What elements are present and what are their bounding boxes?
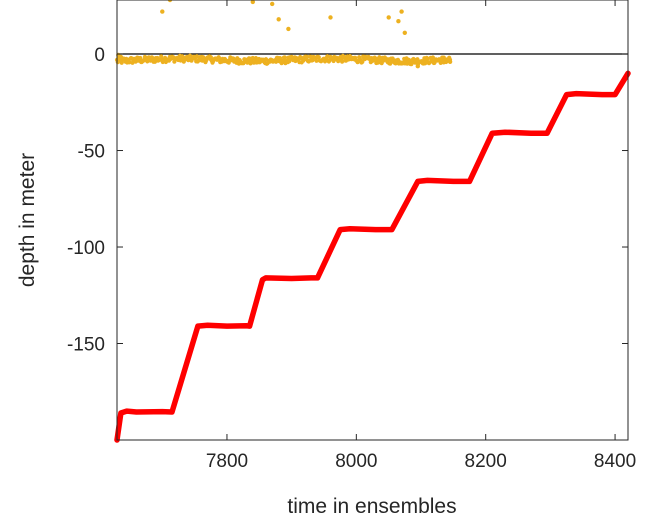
data-point <box>415 63 420 69</box>
series-dots-1 <box>114 0 461 69</box>
y-tick-label: -50 <box>78 142 105 163</box>
data-point <box>399 9 404 14</box>
data-point <box>125 58 130 63</box>
data-point <box>276 17 281 22</box>
data-point <box>277 56 283 61</box>
data-point <box>282 55 287 60</box>
x-axis-label: time in ensembles <box>287 495 456 518</box>
axes-box <box>116 0 629 441</box>
data-point <box>270 1 275 7</box>
x-tick-label: 8000 <box>335 451 377 472</box>
data-point <box>409 61 414 67</box>
data-point <box>167 0 173 3</box>
data-point <box>138 55 143 61</box>
x-tick-label: 8400 <box>594 451 636 472</box>
data-point <box>119 60 124 65</box>
data-point <box>286 26 291 32</box>
plot-area <box>114 0 631 443</box>
data-point <box>118 54 124 60</box>
data-point <box>431 60 437 66</box>
data-point <box>305 54 310 59</box>
data-point <box>360 59 365 64</box>
axes: 7800 8000 8200 8400 0 -50 -100 -150 <box>67 0 636 472</box>
y-tick-label: -150 <box>67 335 105 356</box>
data-point <box>250 0 255 5</box>
x-tick-label: 8200 <box>465 451 507 472</box>
data-point <box>121 56 127 62</box>
data-point <box>402 30 407 35</box>
data-point <box>447 59 453 64</box>
series-line-0 <box>114 70 631 443</box>
data-point <box>386 15 391 20</box>
data-point <box>208 55 213 60</box>
y-axis-label: depth in meter <box>16 153 39 287</box>
data-point <box>328 15 333 20</box>
plot-background <box>117 0 628 440</box>
y-tick-label: 0 <box>94 45 105 66</box>
data-point <box>422 58 427 63</box>
data-point <box>396 19 401 24</box>
data-point <box>430 55 435 60</box>
data-point <box>194 54 199 59</box>
x-tick-label: 7800 <box>206 451 248 472</box>
data-point <box>159 54 164 59</box>
data-point <box>441 60 446 65</box>
data-point <box>160 9 165 14</box>
data-point <box>314 58 319 63</box>
data-point <box>316 55 321 60</box>
y-tick-label: -100 <box>67 238 105 259</box>
